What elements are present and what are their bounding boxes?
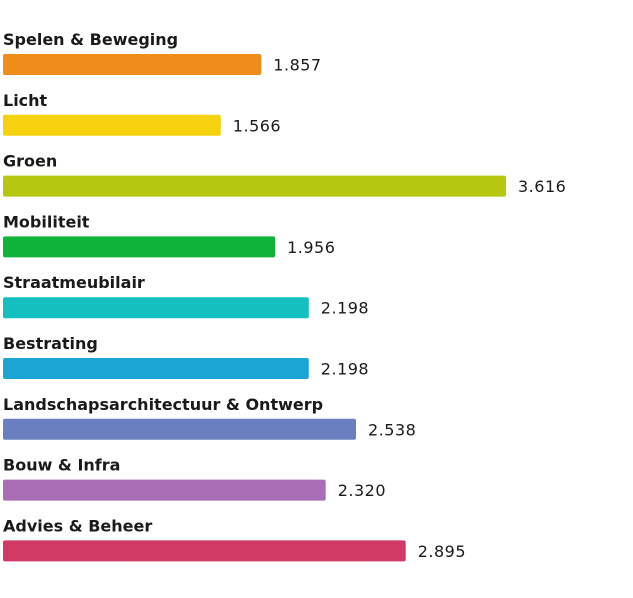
category-label: Mobiliteit xyxy=(3,212,90,231)
data-label: 2.538 xyxy=(368,420,416,439)
data-label: 1.857 xyxy=(273,56,321,75)
data-label: 2.320 xyxy=(338,481,386,500)
data-label: 3.616 xyxy=(518,177,566,196)
category-label: Licht xyxy=(3,91,48,110)
bar xyxy=(3,540,406,562)
category-label: Spelen & Beweging xyxy=(3,30,178,49)
data-label: 2.198 xyxy=(321,360,369,379)
category-label: Straatmeubilair xyxy=(3,273,145,292)
bar xyxy=(3,479,326,501)
data-label: 2.198 xyxy=(321,299,369,318)
category-label: Bestrating xyxy=(3,334,98,353)
bar xyxy=(3,418,356,440)
category-label: Landschapsarchitectuur & Ontwerp xyxy=(3,395,323,414)
data-label: 1.956 xyxy=(287,238,335,257)
data-label: 2.895 xyxy=(418,542,466,561)
data-label: 1.566 xyxy=(233,116,281,135)
category-label: Advies & Beheer xyxy=(3,516,152,535)
bar xyxy=(3,54,262,75)
category-label: Bouw & Infra xyxy=(3,456,120,475)
category-label: Groen xyxy=(3,152,57,171)
bar xyxy=(3,114,221,136)
bar xyxy=(3,175,506,197)
bar xyxy=(3,236,276,258)
bar xyxy=(3,297,309,319)
bar xyxy=(3,358,309,379)
